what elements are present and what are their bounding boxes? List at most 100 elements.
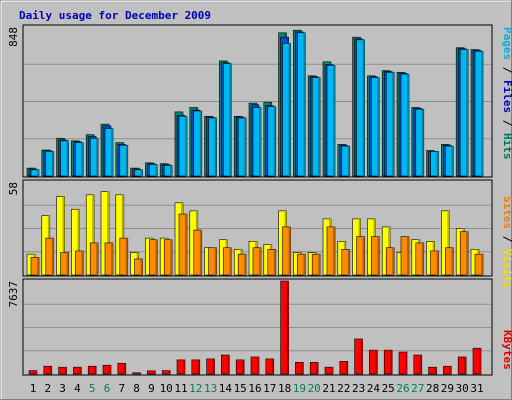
x-label-day-5: 5 bbox=[89, 382, 96, 395]
bar-shade-pages-day-21 bbox=[333, 65, 335, 176]
bar-shade-kbytes-day-23 bbox=[360, 338, 363, 374]
bar-shade-kbytes-day-8 bbox=[138, 372, 141, 374]
bar-shade-kbytes-day-17 bbox=[271, 358, 274, 374]
bottom-legend: KBytes bbox=[501, 330, 512, 370]
top-y-max-label: 848 bbox=[7, 27, 20, 47]
bar-shade-pages-day-19 bbox=[303, 32, 306, 177]
bar-shade-kbytes-day-29 bbox=[449, 366, 452, 374]
bar-shade-sites-day-28 bbox=[436, 250, 439, 275]
bar-shade-sites-day-22 bbox=[347, 249, 350, 275]
x-label-day-25: 25 bbox=[382, 382, 395, 395]
bar-shade-sites-day-26 bbox=[407, 236, 409, 275]
bar-shade-kbytes-day-18 bbox=[286, 281, 289, 374]
bar-layer bbox=[26, 29, 484, 375]
bar-shade-kbytes-day-12 bbox=[197, 359, 200, 374]
x-label-day-11: 11 bbox=[174, 382, 187, 395]
bar-shade-kbytes-day-2 bbox=[49, 366, 52, 374]
bar-shade-sites-day-27 bbox=[421, 242, 424, 275]
x-label-day-4: 4 bbox=[74, 382, 81, 395]
bar-shade-kbytes-day-20 bbox=[316, 362, 319, 374]
bar-shade-pages-day-4 bbox=[81, 142, 84, 176]
bar-shade-sites-day-23 bbox=[362, 236, 365, 275]
x-label-day-6: 6 bbox=[104, 382, 111, 395]
x-label-day-1: 1 bbox=[30, 382, 37, 395]
bar-shade-pages-day-15 bbox=[244, 118, 247, 176]
x-label-day-30: 30 bbox=[456, 382, 469, 395]
top-legend: Pages / Files / Hits bbox=[501, 27, 512, 160]
x-label-day-22: 22 bbox=[337, 382, 350, 395]
bottom-legend-text: KBytes bbox=[501, 330, 512, 370]
bar-shade-kbytes-day-13 bbox=[212, 358, 215, 374]
x-label-day-18: 18 bbox=[278, 382, 291, 395]
legend-kbytes: KBytes bbox=[501, 330, 512, 370]
bar-shade-sites-day-29 bbox=[451, 247, 454, 275]
bar-shade-sites-day-7 bbox=[125, 238, 128, 275]
bar-shade-sites-day-2 bbox=[51, 238, 54, 275]
bar-shade-sites-day-8 bbox=[140, 258, 143, 275]
bar-shade-sites-day-6 bbox=[111, 242, 113, 275]
bar-shade-pages-day-14 bbox=[229, 63, 232, 177]
x-label-day-15: 15 bbox=[234, 382, 247, 395]
bar-shade-kbytes-day-11 bbox=[183, 359, 185, 374]
bar-shade-sites-day-30 bbox=[466, 231, 469, 275]
bar-shade-sites-day-25 bbox=[392, 247, 395, 275]
middle-y-max-label: 58 bbox=[7, 182, 20, 195]
bar-shade-sites-day-10 bbox=[170, 239, 173, 275]
x-label-day-21: 21 bbox=[322, 382, 335, 395]
x-label-day-29: 29 bbox=[441, 382, 454, 395]
x-label-day-13: 13 bbox=[204, 382, 217, 395]
bar-shade-kbytes-day-28 bbox=[434, 367, 437, 374]
bar-shade-visits-day-29 bbox=[447, 210, 450, 275]
bar-shade-kbytes-day-24 bbox=[375, 350, 378, 374]
bar-shade-kbytes-day-10 bbox=[168, 370, 171, 374]
bar-shade-pages-day-1 bbox=[37, 169, 39, 176]
bar-shade-pages-day-20 bbox=[318, 77, 321, 176]
bar-shade-pages-day-2 bbox=[51, 151, 54, 176]
bar-shade-pages-day-26 bbox=[407, 74, 409, 176]
x-label-day-28: 28 bbox=[426, 382, 439, 395]
bar-shade-sites-day-21 bbox=[333, 226, 335, 275]
bar-shade-kbytes-day-15 bbox=[242, 359, 245, 374]
x-label-day-23: 23 bbox=[352, 382, 365, 395]
bar-shade-sites-day-5 bbox=[96, 242, 99, 275]
x-label-day-10: 10 bbox=[160, 382, 173, 395]
legend-files: Files bbox=[501, 80, 512, 113]
bar-shade-sites-day-1 bbox=[37, 257, 39, 275]
bar-shade-kbytes-day-14 bbox=[227, 355, 230, 374]
legend-pages: Pages bbox=[501, 27, 512, 60]
legend-hits: Hits bbox=[501, 133, 512, 160]
bar-shade-sites-day-18 bbox=[288, 226, 291, 275]
bar-shade-kbytes-day-7 bbox=[123, 363, 126, 374]
bar-shade-pages-day-24 bbox=[377, 77, 380, 176]
top-legend-text: Pages / Files / Hits bbox=[501, 27, 512, 160]
bar-shade-kbytes-day-4 bbox=[79, 367, 82, 374]
bar-shade-sites-day-19 bbox=[303, 254, 306, 275]
bar-shade-kbytes-day-22 bbox=[345, 361, 348, 374]
bar-shade-sites-day-9 bbox=[155, 239, 158, 275]
x-label-day-20: 20 bbox=[308, 382, 321, 395]
x-label-day-9: 9 bbox=[148, 382, 155, 395]
bar-shade-sites-day-4 bbox=[81, 250, 84, 275]
bar-shade-sites-day-16 bbox=[259, 247, 261, 275]
x-label-day-2: 2 bbox=[44, 382, 51, 395]
bar-shade-sites-day-15 bbox=[244, 254, 247, 275]
x-axis-labels: 1 2 3 4 5 6 7 8 9 10 11 12 13 14 15 16 17 18 19 20 21 22 23 24 2… bbox=[30, 382, 484, 395]
bar-shade-pages-day-13 bbox=[214, 118, 217, 176]
x-label-day-16: 16 bbox=[248, 382, 261, 395]
bar-shade-pages-day-5 bbox=[96, 138, 99, 176]
bar-shade-pages-day-12 bbox=[199, 110, 202, 176]
bar-shade-kbytes-day-3 bbox=[64, 367, 67, 374]
bar-shade-pages-day-11 bbox=[185, 116, 187, 176]
x-label-day-8: 8 bbox=[133, 382, 140, 395]
bar-shade-sites-day-12 bbox=[199, 230, 202, 275]
bar-shade-visits-day-5 bbox=[92, 194, 95, 275]
x-label-day-7: 7 bbox=[118, 382, 125, 395]
bar-shade-visits-day-6 bbox=[107, 191, 109, 275]
bar-shade-sites-day-11 bbox=[185, 214, 187, 275]
bar-shade-sites-day-13 bbox=[214, 247, 217, 275]
x-label-day-14: 14 bbox=[219, 382, 233, 395]
x-label-day-19: 19 bbox=[293, 382, 306, 395]
bar-shade-visits-day-4 bbox=[77, 209, 80, 275]
bar-shade-sites-day-31 bbox=[481, 254, 483, 275]
